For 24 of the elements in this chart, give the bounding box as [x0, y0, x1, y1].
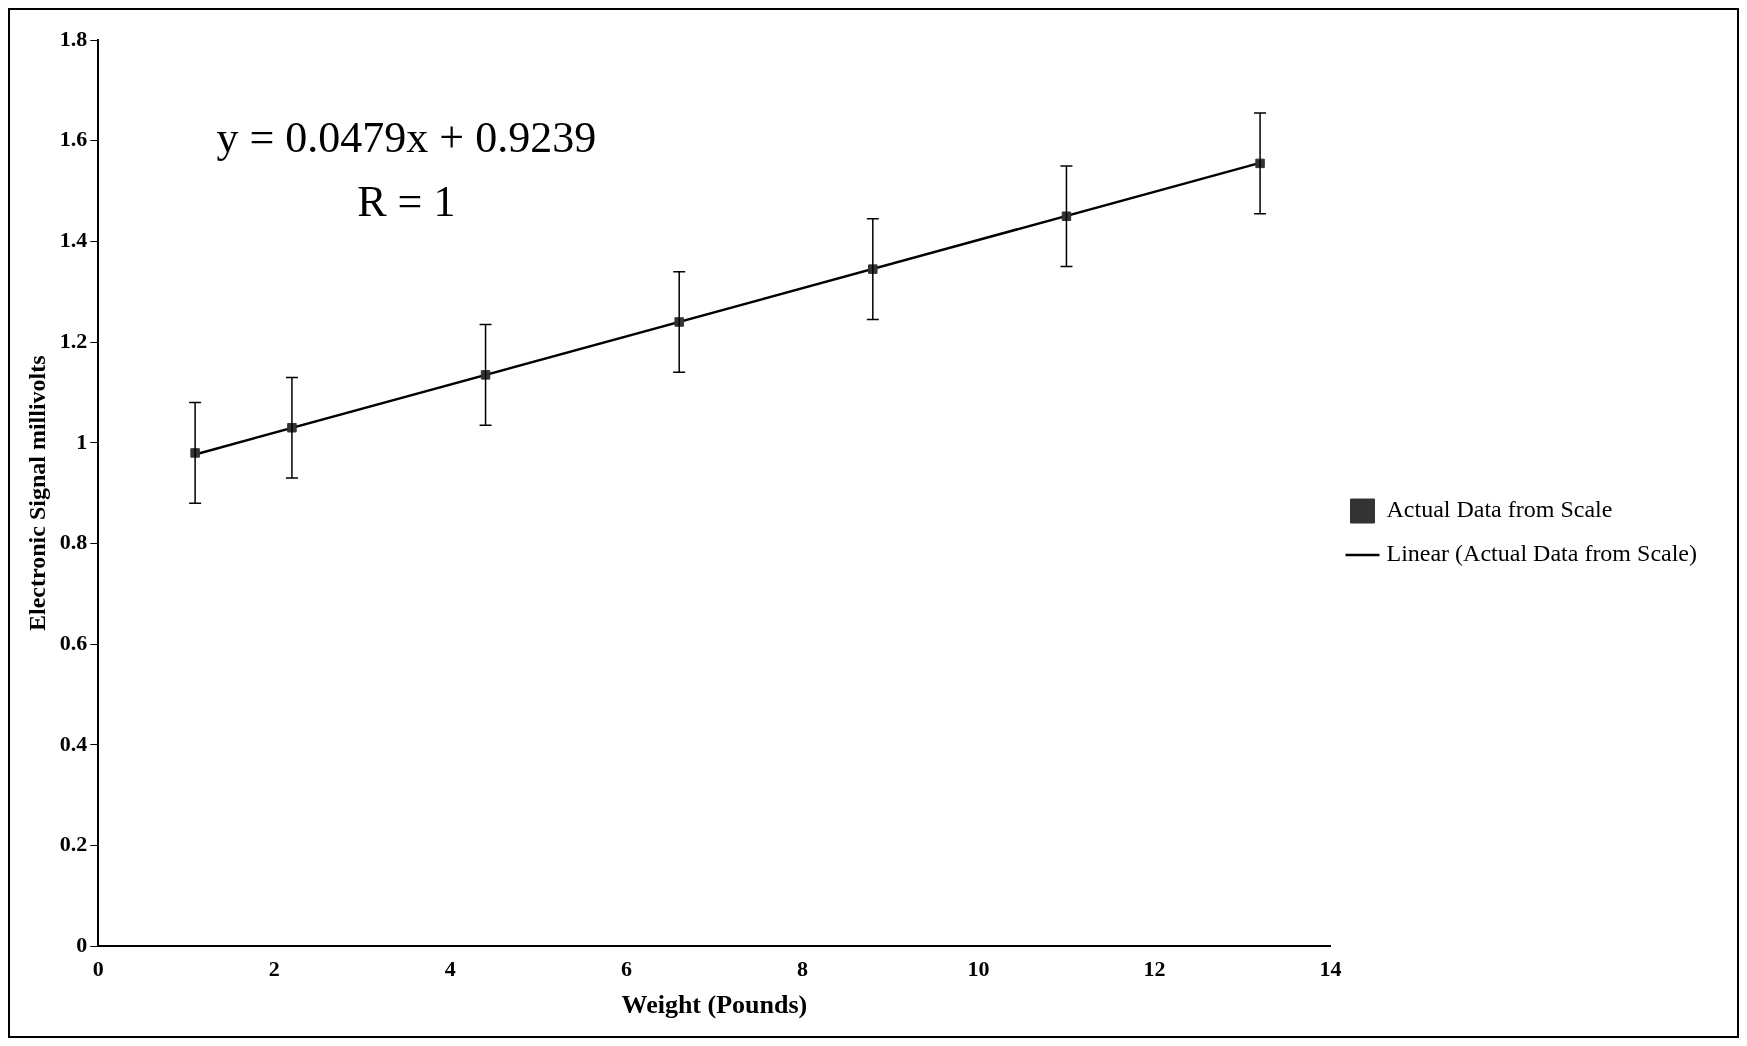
y-tick-label: 0 [76, 932, 88, 958]
y-tick-label: 0.6 [59, 629, 88, 655]
y-tick-label: 1.6 [59, 126, 88, 152]
annotation: R = 1 [357, 176, 456, 226]
y-tick-label: 1 [76, 428, 88, 454]
x-tick-label: 14 [1319, 956, 1342, 982]
y-tick-label: 0.4 [59, 730, 88, 756]
y-tick-label: 1.8 [59, 25, 88, 51]
x-axis-title: Weight (Pounds) [621, 990, 808, 1020]
legend-label: Linear (Actual Data from Scale) [1386, 540, 1697, 567]
y-tick-label: 0.8 [59, 529, 88, 555]
x-tick-label: 8 [796, 956, 808, 982]
annotation: y = 0.0479x + 0.9239 [216, 112, 597, 162]
y-tick-label: 1.4 [59, 227, 88, 253]
x-tick-label: 2 [268, 956, 280, 982]
x-tick-label: 6 [620, 956, 632, 982]
x-tick-label: 12 [1143, 956, 1166, 982]
y-tick-label: 1.2 [59, 327, 88, 353]
x-tick-label: 10 [967, 956, 990, 982]
x-tick-label: 0 [92, 956, 104, 982]
x-tick-label: 4 [444, 956, 456, 982]
y-axis-title: Electronic Signal millivolts [23, 355, 50, 631]
y-tick-label: 0.2 [59, 831, 88, 857]
legend-label: Actual Data from Scale [1386, 496, 1613, 523]
